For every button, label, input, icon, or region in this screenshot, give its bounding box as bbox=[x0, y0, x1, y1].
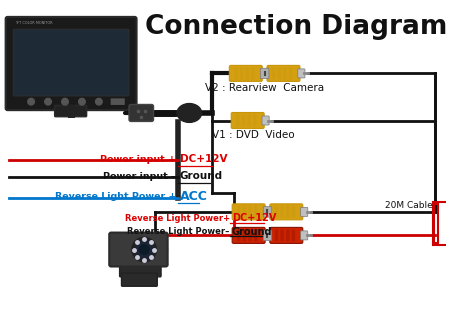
Ellipse shape bbox=[177, 104, 201, 122]
FancyBboxPatch shape bbox=[229, 65, 262, 81]
FancyBboxPatch shape bbox=[292, 230, 295, 241]
FancyBboxPatch shape bbox=[240, 68, 243, 79]
Bar bbox=[434, 204, 438, 243]
FancyBboxPatch shape bbox=[260, 68, 269, 79]
FancyBboxPatch shape bbox=[275, 206, 278, 218]
Text: DC+12V: DC+12V bbox=[232, 213, 276, 223]
Circle shape bbox=[62, 98, 68, 105]
FancyBboxPatch shape bbox=[6, 17, 137, 110]
Circle shape bbox=[45, 98, 51, 105]
Circle shape bbox=[28, 98, 35, 105]
FancyBboxPatch shape bbox=[275, 230, 278, 241]
FancyBboxPatch shape bbox=[270, 227, 303, 243]
FancyBboxPatch shape bbox=[13, 29, 129, 96]
FancyBboxPatch shape bbox=[234, 68, 237, 79]
FancyBboxPatch shape bbox=[272, 68, 275, 79]
FancyBboxPatch shape bbox=[251, 68, 255, 79]
Text: Ground: Ground bbox=[180, 171, 223, 181]
Text: Power input +: Power input + bbox=[100, 155, 176, 164]
Text: ACC: ACC bbox=[180, 190, 208, 203]
FancyBboxPatch shape bbox=[283, 68, 287, 79]
Bar bbox=[433, 203, 448, 245]
Text: DC+12V: DC+12V bbox=[180, 154, 228, 164]
FancyBboxPatch shape bbox=[254, 206, 257, 218]
Circle shape bbox=[79, 98, 85, 105]
FancyBboxPatch shape bbox=[286, 230, 290, 241]
FancyBboxPatch shape bbox=[289, 68, 292, 79]
FancyBboxPatch shape bbox=[231, 112, 264, 128]
FancyBboxPatch shape bbox=[292, 206, 295, 218]
FancyBboxPatch shape bbox=[270, 204, 303, 220]
FancyBboxPatch shape bbox=[232, 204, 265, 220]
FancyBboxPatch shape bbox=[281, 230, 284, 241]
FancyBboxPatch shape bbox=[253, 115, 256, 127]
FancyBboxPatch shape bbox=[263, 207, 272, 217]
FancyBboxPatch shape bbox=[110, 98, 125, 105]
FancyBboxPatch shape bbox=[237, 206, 240, 218]
FancyBboxPatch shape bbox=[236, 115, 239, 127]
Text: V2 : Rearview  Camera: V2 : Rearview Camera bbox=[205, 83, 324, 93]
FancyBboxPatch shape bbox=[248, 206, 252, 218]
FancyBboxPatch shape bbox=[237, 230, 240, 241]
FancyBboxPatch shape bbox=[281, 206, 284, 218]
Text: 20M Cable: 20M Cable bbox=[385, 201, 433, 210]
FancyBboxPatch shape bbox=[243, 206, 246, 218]
Circle shape bbox=[96, 98, 102, 105]
Text: Reverse Light Power–: Reverse Light Power– bbox=[128, 227, 230, 236]
FancyBboxPatch shape bbox=[278, 68, 281, 79]
FancyBboxPatch shape bbox=[247, 115, 251, 127]
FancyBboxPatch shape bbox=[298, 69, 305, 78]
Text: Power input –: Power input – bbox=[103, 172, 176, 181]
Text: Ground: Ground bbox=[232, 227, 272, 237]
FancyBboxPatch shape bbox=[243, 230, 246, 241]
Circle shape bbox=[132, 237, 156, 262]
FancyBboxPatch shape bbox=[262, 116, 269, 125]
FancyBboxPatch shape bbox=[301, 207, 308, 216]
FancyBboxPatch shape bbox=[267, 65, 300, 81]
FancyBboxPatch shape bbox=[121, 273, 157, 286]
Text: Connection Diagram: Connection Diagram bbox=[146, 14, 448, 40]
Text: Reverse Light Power+: Reverse Light Power+ bbox=[125, 214, 230, 223]
Circle shape bbox=[139, 245, 149, 254]
FancyBboxPatch shape bbox=[246, 68, 249, 79]
FancyBboxPatch shape bbox=[242, 115, 245, 127]
FancyBboxPatch shape bbox=[286, 206, 290, 218]
FancyBboxPatch shape bbox=[232, 227, 265, 243]
FancyBboxPatch shape bbox=[248, 230, 252, 241]
FancyBboxPatch shape bbox=[109, 232, 168, 267]
FancyBboxPatch shape bbox=[254, 230, 257, 241]
Text: Reverse Light Power +: Reverse Light Power + bbox=[55, 192, 176, 201]
FancyBboxPatch shape bbox=[263, 230, 272, 241]
Text: TFT COLOR MONITOR: TFT COLOR MONITOR bbox=[15, 21, 53, 25]
Text: V1 : DVD  Video: V1 : DVD Video bbox=[212, 130, 295, 140]
FancyBboxPatch shape bbox=[119, 263, 161, 277]
FancyBboxPatch shape bbox=[55, 105, 87, 117]
FancyBboxPatch shape bbox=[129, 105, 154, 121]
Circle shape bbox=[136, 241, 153, 258]
FancyBboxPatch shape bbox=[301, 231, 308, 240]
